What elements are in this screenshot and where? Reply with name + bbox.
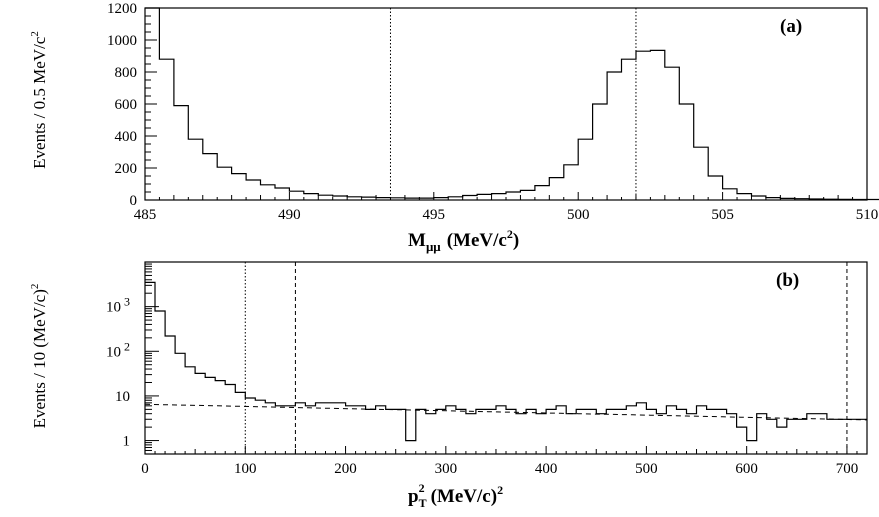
panel-b-x-axis-title-main: p bbox=[408, 486, 419, 507]
panel-b-y-axis-title-main: Events / 10 (MeV/c) bbox=[30, 289, 49, 428]
panel-a-x-tick-label: 505 bbox=[711, 207, 734, 223]
panel-b-x-axis-title-sup: 2 bbox=[419, 481, 425, 495]
panel-a-y-axis-title-main: Events / 0.5 MeV/c bbox=[30, 36, 49, 169]
panel-a-y-tick-label: 600 bbox=[115, 97, 138, 113]
panel-a-y-tick-label: 200 bbox=[115, 161, 138, 177]
panel-a-y-tick-label: 400 bbox=[115, 129, 138, 145]
panel-b-tag: (b) bbox=[776, 270, 799, 291]
panel-b-x-tick-label: 400 bbox=[535, 461, 558, 477]
panel-b-histogram bbox=[145, 281, 867, 442]
panel-b-y-tick-label: 10 3 bbox=[106, 295, 130, 316]
panel-a-y-axis-title: Events / 0.5 MeV/c2 bbox=[29, 31, 49, 169]
panel-b-x-tick-label: 500 bbox=[635, 461, 658, 477]
panel-a-y-axis-title-sup: 2 bbox=[29, 31, 41, 37]
panel-a-x-tick-label: 495 bbox=[423, 207, 446, 223]
panel-a: 485 490 495 500 505 510 0 200 400 600 800 1000 1200… bbox=[29, 1, 879, 254]
panel-a-y-tick-label: 0 bbox=[130, 193, 138, 209]
panel-b-x-axis-title-unit: (MeV/c) bbox=[431, 486, 497, 507]
panel-a-histogram bbox=[145, 7, 879, 201]
panel-b-y-tick-label: 10 bbox=[115, 389, 130, 405]
panel-b-x-tick-label: 300 bbox=[435, 461, 458, 477]
panel-b-x-axis-title-sub: T bbox=[419, 496, 427, 510]
panel-a-x-axis-title-sup: 2 bbox=[507, 227, 513, 241]
panel-b-x-tick-label: 700 bbox=[836, 461, 859, 477]
panel-a-x-axis-title: Mμμ (MeV/c2) bbox=[408, 227, 519, 254]
panel-a-y-tick-label: 1000 bbox=[107, 33, 137, 49]
panel-a-x-axis-title-main: M bbox=[408, 230, 426, 251]
panel-b-frame bbox=[144, 261, 868, 455]
panel-a-frame bbox=[144, 7, 868, 201]
panel-b-y-axis-title: Events / 10 (MeV/c)2 bbox=[29, 284, 49, 429]
panel-b-x-tick-label: 600 bbox=[735, 461, 758, 477]
panel-b-x-axis-title-unit-sup: 2 bbox=[497, 483, 503, 497]
panel-b-x-tick-label: 0 bbox=[141, 461, 149, 477]
panel-a-y-tick-label: 800 bbox=[115, 65, 138, 81]
panel-a-x-axis-title-close: ) bbox=[513, 230, 519, 251]
panel-a-x-tick-label: 510 bbox=[856, 207, 879, 223]
panel-b-y-axis-title-sup: 2 bbox=[29, 284, 41, 290]
panel-a-x-tick-label: 485 bbox=[134, 207, 157, 223]
panel-b-y-tick-label: 10 2 bbox=[106, 339, 130, 360]
panel-b-x-tick-label: 100 bbox=[234, 461, 257, 477]
panel-a-x-axis-title-unit: (MeV/c bbox=[447, 230, 507, 251]
panel-a-tag: (a) bbox=[780, 16, 802, 37]
panel-b-x-axis-title: pT2 (MeV/c)2 bbox=[408, 481, 503, 510]
panel-b-y-tick-label: 1 bbox=[123, 434, 131, 450]
panel-b-x-tick-label: 200 bbox=[334, 461, 357, 477]
panel-a-x-axis-title-sub: μμ bbox=[426, 239, 441, 254]
panel-a-y-tick-label: 1200 bbox=[107, 1, 137, 17]
panel-a-x-tick-label: 500 bbox=[567, 207, 590, 223]
panel-b-fit-line bbox=[144, 403, 868, 421]
panel-a-x-tick-label: 490 bbox=[278, 207, 301, 223]
